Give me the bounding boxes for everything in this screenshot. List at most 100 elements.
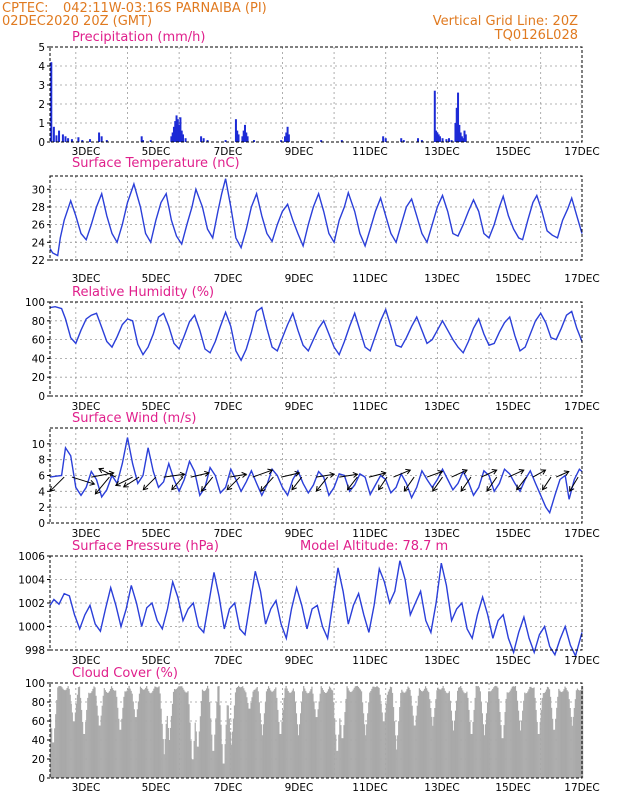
cloud-bar [156, 687, 158, 778]
cloud-bar [201, 689, 204, 778]
cloud-bar [517, 710, 520, 778]
cloud-bar [227, 705, 229, 778]
cloud-bar [462, 690, 464, 778]
precip-bar [441, 138, 444, 142]
humidity-xtick-label: 11DEC [352, 401, 387, 413]
humidity-ytick-label: 20 [32, 372, 45, 384]
cloud-bar [187, 691, 189, 778]
wind-xtick-label: 3DEC [72, 528, 101, 540]
cloud-bar [105, 691, 107, 778]
cloud-bar [384, 712, 386, 778]
cloud-bar [180, 686, 182, 778]
cloud-bar [577, 689, 580, 778]
cloud-bar [427, 690, 429, 778]
cloud-bar [318, 701, 320, 778]
cloud-bar [465, 693, 467, 778]
cloud-bar [232, 718, 235, 778]
cloud-bar [329, 687, 332, 778]
wind-vector [291, 476, 303, 490]
wind-vector [378, 476, 388, 490]
cloud-bar [76, 694, 79, 778]
cloud-bar [435, 699, 437, 778]
cloud-bar [168, 740, 170, 778]
cloud-bar [84, 733, 86, 778]
cloud-bar [296, 724, 299, 778]
wind-ytick-label: 0 [38, 518, 45, 530]
cloud-bar [167, 727, 169, 778]
cloud-ytick-label: 0 [38, 773, 45, 785]
pressure-ytick-label: 1002 [18, 598, 45, 610]
cloud-bar [98, 725, 100, 778]
temperature-xtick-label: 9DEC [285, 273, 314, 285]
precipitation-ytick-label: 3 [38, 80, 45, 92]
cloud-bar [150, 693, 152, 778]
cloud-bar [472, 721, 474, 778]
cloud-bar [406, 689, 408, 778]
cloud-bar [538, 733, 540, 778]
cloud-bar [122, 707, 124, 778]
cloud-bar [159, 693, 161, 778]
temperature-series-line [49, 178, 583, 257]
cloud-bar [535, 709, 537, 778]
cloud-bar [214, 734, 216, 778]
cloud-bar [514, 686, 517, 778]
cloud-bar [78, 686, 81, 778]
precip-bar [246, 136, 249, 142]
cloud-bar [351, 691, 353, 778]
cloud-bar [511, 686, 513, 778]
cloud-bar [431, 716, 433, 778]
cloud-bar [99, 725, 101, 778]
cloud-bar [443, 688, 445, 778]
cloud-bar [119, 729, 121, 778]
precip-bar [285, 132, 288, 142]
cloud-bar [181, 686, 183, 778]
precip-bar [61, 134, 64, 142]
cloud-bar [154, 686, 156, 778]
cloud-bar [60, 686, 62, 778]
cloud-bar [136, 709, 138, 778]
precip-bar [141, 140, 144, 142]
cloud-bar [407, 686, 409, 778]
cloud-bar [361, 702, 364, 778]
precip-bar [58, 130, 61, 142]
cloud-bar [336, 750, 338, 778]
cloud-bar [202, 690, 205, 778]
precipitation-xtick-label: 13DEC [424, 146, 459, 158]
cloud-bar [284, 688, 286, 778]
cloud-bar [526, 693, 528, 778]
header-source: CPTEC: [2, 1, 49, 16]
cloud-bar [398, 721, 400, 778]
cloud-bar [200, 701, 203, 778]
cloud-bar [71, 712, 73, 778]
wind-vector [123, 476, 140, 488]
cloud-bar [77, 687, 80, 778]
cloud-bar [412, 715, 414, 778]
precip-bar [438, 136, 441, 142]
cloud-bar [460, 685, 462, 778]
wind-vector-head [346, 484, 353, 491]
cloud-bar [455, 700, 458, 778]
wind-vector [347, 476, 358, 490]
cloud-bar [255, 688, 257, 778]
wind-vector [368, 472, 386, 478]
cloud-bar [426, 688, 428, 778]
cloud-bar [555, 718, 557, 778]
cloud-bar [413, 725, 415, 778]
cloud-bar [208, 688, 210, 778]
cloud-bar [266, 688, 269, 778]
cloud-bar [439, 689, 441, 778]
wind-vector-head [171, 484, 177, 491]
cloud-bar [505, 698, 507, 778]
pressure-xtick-label: 13DEC [424, 655, 459, 667]
temperature-xtick-label: 15DEC [495, 273, 530, 285]
wind-vector-head [260, 486, 266, 492]
precip-bar [52, 126, 55, 142]
precip-bar [174, 121, 177, 142]
wind-vector-head [460, 486, 466, 492]
cloud-bar [162, 739, 164, 778]
precip-bar [149, 140, 152, 142]
cloud-bar [346, 686, 348, 778]
cloud-bar [326, 691, 329, 778]
cloud-bar [94, 687, 96, 778]
cloud-bar [493, 687, 495, 778]
